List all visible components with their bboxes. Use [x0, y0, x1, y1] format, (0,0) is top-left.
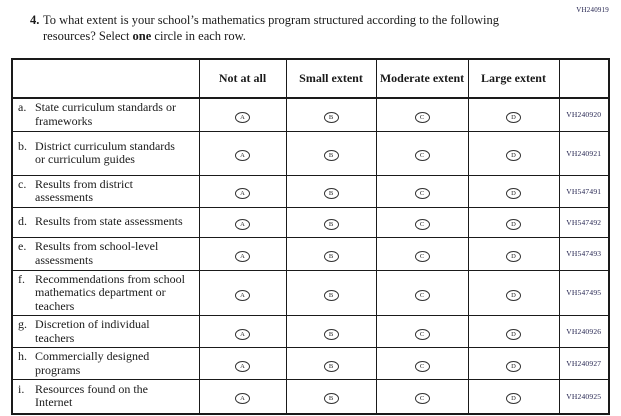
- answer-bubble-not-at-all[interactable]: A: [235, 188, 250, 199]
- row-code: VH240927: [558, 347, 610, 380]
- table-row: c. Results from district assessments A B …: [11, 174, 610, 208]
- table-row: i. Resources found on the Internet A B C …: [11, 379, 610, 414]
- page-accession-code: VH240919: [576, 6, 609, 14]
- answer-bubble-moderate-extent[interactable]: C: [414, 250, 430, 262]
- row-code: VH547493: [558, 236, 610, 271]
- row-code: VH547495: [558, 269, 610, 316]
- table-row: a. State curriculum standards or framewor…: [11, 97, 610, 132]
- answer-bubble-not-at-all[interactable]: A: [235, 219, 250, 230]
- row-label: Commercially designed programs: [35, 349, 150, 377]
- question-block: 4. To what extent is your school’s mathe…: [30, 13, 514, 44]
- answer-bubble-moderate-extent[interactable]: C: [414, 328, 430, 340]
- answer-bubble-moderate-extent[interactable]: C: [414, 289, 430, 301]
- answer-bubble-small-extent[interactable]: B: [323, 393, 339, 405]
- answer-bubble-large-extent[interactable]: D: [506, 360, 521, 372]
- column-header-not-at-all: Not at all: [198, 58, 287, 99]
- question-text: To what extent is your school’s mathemat…: [43, 13, 514, 44]
- answer-bubble-moderate-extent[interactable]: C: [414, 219, 430, 230]
- answer-bubble-large-extent[interactable]: D: [506, 150, 521, 161]
- row-label: State curriculum standards or frameworks: [35, 100, 176, 128]
- row-letter: f.: [18, 271, 25, 286]
- row-label: Results from district assessments: [35, 176, 133, 204]
- answer-bubble-not-at-all[interactable]: A: [235, 111, 250, 123]
- row-letter: h.: [18, 349, 27, 363]
- answer-bubble-large-extent[interactable]: D: [506, 289, 521, 301]
- row-label: Resources found on the Internet: [35, 381, 148, 410]
- question-number: 4.: [30, 13, 40, 27]
- answer-bubble-small-extent[interactable]: B: [323, 360, 339, 372]
- answer-bubble-not-at-all[interactable]: A: [235, 150, 250, 161]
- stub-header-empty: [11, 58, 200, 99]
- row-code: VH240920: [558, 97, 610, 132]
- row-code: VH240925: [558, 379, 610, 414]
- column-header-moderate-extent: Moderate extent: [375, 58, 469, 99]
- row-label: Results from state assessments: [35, 214, 183, 229]
- table-row: f. Recommendations from school mathematic…: [11, 269, 610, 316]
- row-letter: c.: [18, 176, 27, 191]
- row-letter: e.: [18, 239, 27, 253]
- row-label: District curriculum standards or curricu…: [35, 138, 175, 166]
- row-code: VH240926: [558, 315, 610, 348]
- response-matrix-table: Not at all Small extent Moderate extent …: [11, 58, 610, 415]
- row-label: Recommendations from school mathematics …: [35, 271, 185, 313]
- answer-bubble-large-extent[interactable]: D: [506, 328, 521, 340]
- row-letter: a.: [18, 100, 27, 115]
- answer-bubble-not-at-all[interactable]: A: [235, 393, 250, 405]
- answer-bubble-small-extent[interactable]: B: [323, 111, 339, 123]
- answer-bubble-small-extent[interactable]: B: [323, 188, 339, 199]
- question-text-start: To what extent is your school’s mathemat…: [43, 13, 499, 43]
- answer-bubble-moderate-extent[interactable]: C: [414, 393, 430, 405]
- question-text-bold-one: one: [132, 28, 152, 43]
- header-row: Not at all Small extent Moderate extent …: [11, 58, 610, 99]
- column-header-small-extent: Small extent: [285, 58, 377, 99]
- answer-bubble-large-extent[interactable]: D: [506, 393, 521, 405]
- row-code: VH547491: [558, 174, 610, 208]
- answer-bubble-not-at-all[interactable]: A: [235, 360, 250, 372]
- answer-bubble-moderate-extent[interactable]: C: [414, 188, 430, 199]
- table-row: h. Commercially designed programs A B C D…: [11, 347, 610, 380]
- answer-bubble-small-extent[interactable]: B: [323, 150, 339, 161]
- table-row: b. District curriculum standards or curri…: [11, 130, 610, 176]
- table-row: d. Results from state assessments A B C D…: [11, 206, 610, 238]
- table-row: g. Discretion of individual teachers A B …: [11, 315, 610, 348]
- answer-bubble-moderate-extent[interactable]: C: [414, 111, 430, 123]
- row-label: Discretion of individual teachers: [35, 317, 150, 345]
- answer-bubble-moderate-extent[interactable]: C: [414, 360, 430, 372]
- answer-bubble-large-extent[interactable]: D: [506, 111, 521, 123]
- answer-bubble-not-at-all[interactable]: A: [235, 328, 250, 340]
- row-letter: i.: [18, 381, 25, 396]
- row-code: VH547492: [558, 206, 610, 238]
- table-row: e. Results from school-level assessments …: [11, 236, 610, 271]
- row-code: VH240921: [558, 130, 610, 176]
- answer-bubble-large-extent[interactable]: D: [506, 250, 521, 262]
- row-label: Results from school-level assessments: [35, 239, 159, 267]
- question-text-end: circle in each row.: [151, 28, 246, 43]
- column-header-large-extent: Large extent: [467, 58, 560, 99]
- answer-bubble-large-extent[interactable]: D: [506, 219, 521, 230]
- row-letter: g.: [18, 317, 27, 331]
- answer-bubble-small-extent[interactable]: B: [323, 219, 339, 230]
- row-letter: d.: [18, 214, 27, 229]
- answer-bubble-not-at-all[interactable]: A: [235, 289, 250, 301]
- row-letter: b.: [18, 138, 27, 153]
- answer-bubble-not-at-all[interactable]: A: [235, 250, 250, 262]
- answer-bubble-small-extent[interactable]: B: [323, 250, 339, 262]
- answer-bubble-large-extent[interactable]: D: [506, 188, 521, 199]
- answer-bubble-moderate-extent[interactable]: C: [414, 150, 430, 161]
- code-column-header-empty: [558, 58, 610, 99]
- answer-bubble-small-extent[interactable]: B: [323, 289, 339, 301]
- answer-bubble-small-extent[interactable]: B: [323, 328, 339, 340]
